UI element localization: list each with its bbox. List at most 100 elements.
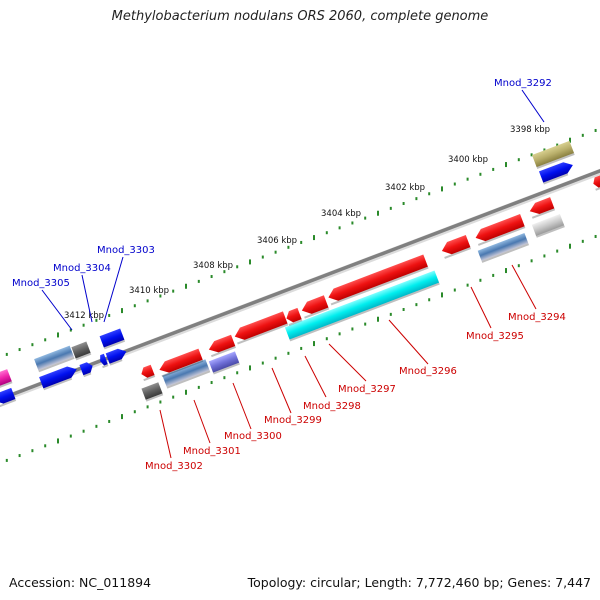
gene-mnod-3302b[interactable] <box>139 364 156 382</box>
gene-mnod-3301a-shape <box>208 334 236 353</box>
gene-label-mnod-3302[interactable]: Mnod_3302 <box>145 461 203 472</box>
ruler-label: 3400 kbp <box>448 155 488 165</box>
gene-right-edge-shape <box>593 175 600 188</box>
gene-mnod-3302-shadow <box>145 393 164 402</box>
gene-label-mnod-3294[interactable]: Mnod_3294 <box>508 312 566 323</box>
gene-mnod-3302-shape <box>141 382 163 400</box>
gene-mnod-3293[interactable] <box>538 159 576 185</box>
gene-right-edge[interactable] <box>591 175 600 191</box>
genome-summary: Topology: circular; Length: 7,772,460 bp… <box>247 575 591 590</box>
gene-label-mnod-3296[interactable]: Mnod_3296 <box>399 366 457 377</box>
gene-mnod-3294a-shape <box>529 197 555 215</box>
gene-mnod-3300a[interactable] <box>232 311 289 345</box>
gene-mnod-3294-shadow <box>536 225 565 238</box>
gene-mnod-3295b[interactable] <box>440 234 472 259</box>
gene-mnod-3302b-shape <box>141 364 155 378</box>
gene-mnod-3305b[interactable] <box>39 364 79 391</box>
label-leaders <box>41 89 545 459</box>
gene-label-mnod-3305[interactable]: Mnod_3305 <box>12 278 70 289</box>
gene-mnod-3301-shadow <box>166 370 211 389</box>
gene-mnod-3303c[interactable] <box>98 353 109 369</box>
gene-mnod-3296-shape <box>284 270 440 340</box>
gene-mnod-3303b-shape <box>105 348 127 364</box>
gene-mnod-3292-shape <box>531 140 575 168</box>
gene-mnod-3305-shadow <box>38 356 75 373</box>
gene-label-mnod-3303[interactable]: Mnod_3303 <box>97 245 155 256</box>
gene-label-mnod-3299[interactable]: Mnod_3299 <box>264 415 322 426</box>
leader-mnod-3303 <box>103 256 124 323</box>
gene-mnod-3299[interactable] <box>284 307 303 326</box>
gene-mnod-3298-shape <box>301 295 329 314</box>
gene-mnod-3295a[interactable] <box>473 214 526 246</box>
gene-mnod-3305[interactable] <box>34 345 75 373</box>
gene-mnod-3304-shape <box>71 341 91 359</box>
gene-mnod-3305-shape <box>34 345 74 371</box>
gene-label-mnod-3295[interactable]: Mnod_3295 <box>466 331 524 342</box>
gene-mnod-3304b-shape <box>79 362 93 376</box>
leader-mnod-3294 <box>511 264 537 310</box>
gene-mnod-3304b[interactable] <box>79 361 95 378</box>
ruler-label: 3410 kbp <box>129 286 169 296</box>
gene-mnod-3301a-shadow <box>210 345 236 358</box>
gene-mnod-3297-shadow <box>330 266 429 306</box>
gene-mnod-3301[interactable] <box>162 359 211 389</box>
gene-mnod-3304b-shadow <box>83 372 92 378</box>
gene-mnod-3302[interactable] <box>141 382 164 402</box>
gene-mnod-3295-shape <box>477 232 529 262</box>
gene-mnod-3293-shadow <box>543 173 569 185</box>
gene-mnod-3300[interactable] <box>208 351 240 375</box>
gene-mnod-3296-shadow <box>289 282 440 342</box>
gene-mnod-3294-shape <box>531 214 565 236</box>
gene-mnod-3294a-shadow <box>531 208 556 219</box>
gene-mnod-3302a[interactable] <box>157 348 204 378</box>
gene-left-blue[interactable] <box>0 387 17 409</box>
page-title: Methylobacterium nodulans ORS 2060, comp… <box>111 9 489 24</box>
gene-mnod-3300-shape <box>208 351 240 373</box>
gene-mnod-3298[interactable] <box>300 295 330 319</box>
gene-mnod-3302a-shape <box>159 348 203 373</box>
gene-label-mnod-3304[interactable]: Mnod_3304 <box>53 263 111 274</box>
gene-mnod-3295b-shape <box>441 234 471 255</box>
gene-mnod-3297-shape <box>328 254 428 301</box>
gene-magenta-shadow <box>0 381 13 389</box>
ruler-label: 3398 kbp <box>510 125 550 135</box>
gene-label-mnod-3301[interactable]: Mnod_3301 <box>183 446 241 457</box>
gene-mnod-3300-shadow <box>213 362 240 375</box>
gene-label-mnod-3298[interactable]: Mnod_3298 <box>303 401 361 412</box>
gene-mnod-3302a-shadow <box>161 359 204 378</box>
leader-mnod-3296 <box>388 319 429 365</box>
gene-mnod-3303b-shadow <box>109 359 123 366</box>
ruler-label: 3412 kbp <box>64 311 104 321</box>
gene-mnod-3295b-shadow <box>444 247 472 259</box>
gene-mnod-3299-shape <box>286 307 302 323</box>
gene-mnod-3293-shape <box>538 162 573 183</box>
gene-mnod-3304[interactable] <box>71 341 92 361</box>
gene-mnod-3303b[interactable] <box>105 346 129 366</box>
gene-mnod-3294[interactable] <box>531 214 565 238</box>
gene-mnod-3295-shadow <box>481 243 530 263</box>
gene-mnod-3303[interactable] <box>99 328 126 350</box>
gene-mnod-3300a-shape <box>234 311 288 340</box>
gene-label-mnod-3292[interactable]: Mnod_3292 <box>494 78 552 89</box>
gene-mnod-3301a[interactable] <box>207 334 236 358</box>
gene-mnod-3305b-shadow <box>43 377 73 391</box>
gene-label-mnod-3297[interactable]: Mnod_3297 <box>338 384 396 395</box>
leader-mnod-3302 <box>159 409 172 459</box>
gene-magenta[interactable] <box>0 369 13 389</box>
leader-mnod-3297 <box>328 343 367 382</box>
gene-mnod-3300a-shadow <box>237 323 289 345</box>
gene-mnod-3303c-shadow <box>102 364 109 369</box>
gene-mnod-3295a-shadow <box>477 226 526 246</box>
gene-mnod-3296[interactable] <box>284 270 440 342</box>
gene-left-blue-shadow <box>0 399 17 409</box>
ruler-label: 3406 kbp <box>257 236 297 246</box>
gene-mnod-3304-shadow <box>75 352 92 361</box>
gene-label-mnod-3300[interactable]: Mnod_3300 <box>224 431 282 442</box>
gene-mnod-3295[interactable] <box>477 232 530 263</box>
gene-mnod-3294a[interactable] <box>528 197 556 219</box>
gene-mnod-3305b-shape <box>39 366 77 389</box>
ruler-label: 3404 kbp <box>321 209 361 219</box>
gene-mnod-3297[interactable] <box>326 254 429 306</box>
gene-mnod-3292[interactable] <box>531 140 575 170</box>
